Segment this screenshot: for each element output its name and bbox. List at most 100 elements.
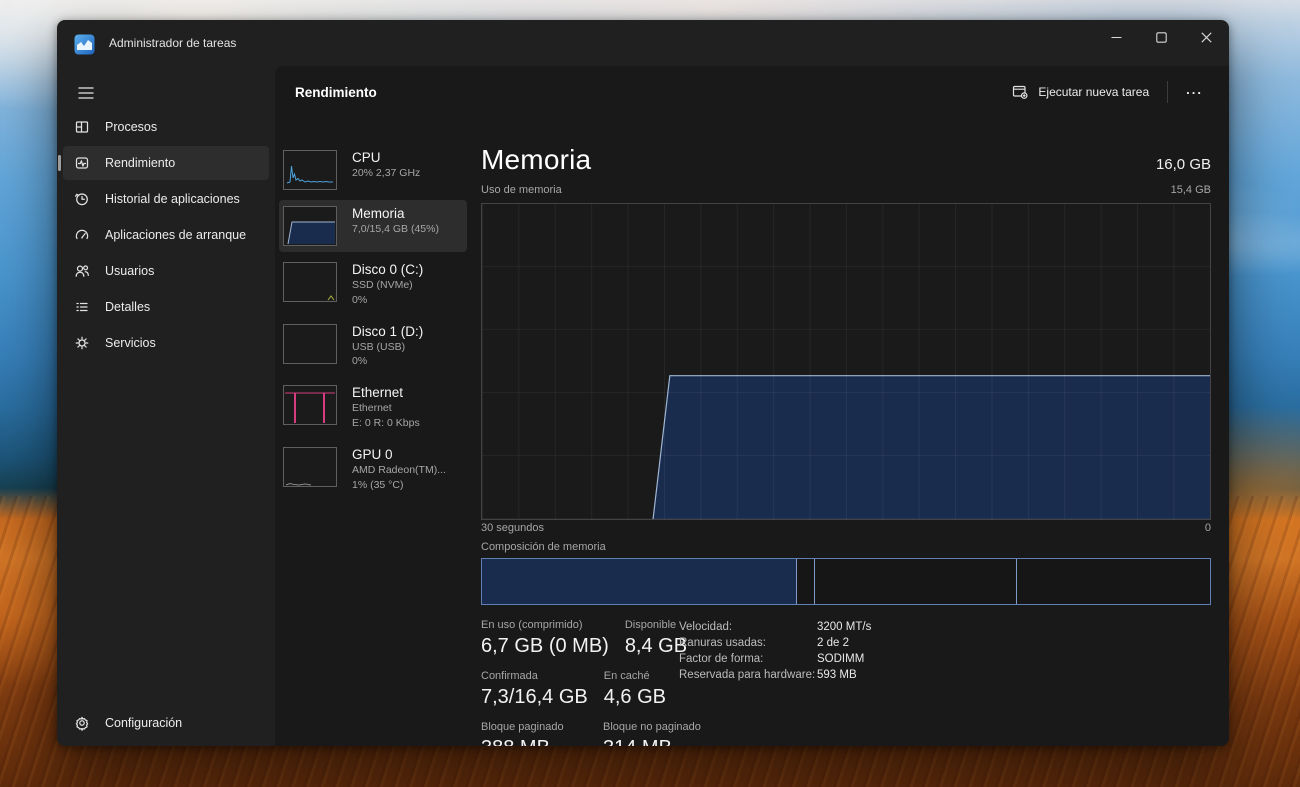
window-controls — [1094, 20, 1229, 54]
perf-card-subtitle: E: 0 R: 0 Kbps — [352, 417, 420, 429]
title-bar[interactable]: Administrador de tareas — [57, 20, 1229, 66]
performance-list: CPU 20% 2,37 GHz Memoria 7,0/15,4 GB (45… — [279, 118, 467, 746]
composition-segment-modificada — [795, 559, 814, 604]
memory-composition-bar — [481, 558, 1211, 605]
composition-segment-en-espera — [814, 559, 1016, 604]
stat-value: 7,3/16,4 GB — [481, 686, 588, 708]
disk1-mini-chart — [283, 323, 337, 364]
perf-card-subtitle: 0% — [352, 293, 368, 306]
task-manager-window: Administrador de tareas — [57, 20, 1229, 746]
sidebar-item-servicios[interactable]: Servicios — [63, 326, 269, 360]
app-history-icon — [73, 191, 90, 207]
memory-mini-chart — [283, 206, 337, 246]
task-manager-icon — [74, 34, 95, 54]
sidebar-item-detalles[interactable]: Detalles — [63, 290, 269, 324]
stat-bloque-paginado: Bloque paginado 388 MB — [481, 721, 587, 746]
perf-card-disco0[interactable]: Disco 0 (C:) SSD (NVMe) 0% — [279, 256, 467, 314]
header-actions: Ejecutar nueva tarea ... — [1002, 77, 1213, 107]
performance-icon — [73, 155, 90, 171]
new-task-icon — [1013, 85, 1028, 99]
ethernet-mini-chart — [283, 385, 337, 426]
app-title: Administrador de tareas — [109, 36, 237, 50]
usage-chart-label: Uso de memoria — [481, 184, 562, 196]
stat-label: Bloque paginado — [481, 721, 564, 733]
perf-card-subtitle: 1% (35 °C) — [352, 478, 404, 491]
stat-confirmada: Confirmada 7,3/16,4 GB — [481, 670, 588, 709]
more-options-button[interactable]: ... — [1176, 78, 1213, 107]
minimize-icon — [1111, 36, 1122, 38]
perf-card-memoria[interactable]: Memoria 7,0/15,4 GB (45%) — [279, 200, 467, 252]
navigation-menu-button[interactable] — [67, 78, 105, 108]
sidebar-item-usuarios[interactable]: Usuarios — [63, 254, 269, 288]
minimize-button[interactable] — [1094, 20, 1139, 54]
detail-value: 2 de 2 — [817, 637, 849, 649]
memory-usage-line — [652, 375, 1210, 519]
ellipsis-icon: ... — [1186, 81, 1203, 97]
detail-value: 593 MB — [817, 669, 857, 681]
perf-card-title: Disco 0 (C:) — [352, 262, 424, 277]
sidebar-item-label: Detalles — [105, 300, 151, 314]
perf-card-subtitle: Ethernet — [352, 402, 392, 415]
perf-card-disco1[interactable]: Disco 1 (D:) USB (USB) 0% — [279, 318, 467, 376]
perf-card-title: Disco 1 (D:) — [352, 323, 424, 339]
perf-card-title: Memoria — [352, 206, 405, 221]
composition-label: Composición de memoria — [481, 541, 606, 553]
stat-value: 314 MB — [603, 737, 709, 746]
sidebar-item-label: Usuarios — [105, 264, 155, 278]
stat-disponible: Disponible 8,4 GB — [625, 619, 731, 658]
sidebar-item-label: Historial de aplicaciones — [105, 192, 240, 206]
stat-label: Bloque no paginado — [603, 721, 701, 733]
processes-icon — [73, 119, 90, 135]
perf-card-cpu[interactable]: CPU 20% 2,37 GHz — [279, 144, 467, 196]
memory-panel: Memoria 16,0 GB Uso de memoria 15,4 GB — [467, 118, 1211, 746]
hardware-details: Velocidad: 3200 MT/s Ranuras usadas: 2 d… — [679, 621, 871, 681]
settings-gear-icon — [73, 715, 90, 731]
sidebar-item-rendimiento[interactable]: Rendimiento — [58, 146, 269, 180]
gpu-mini-chart — [283, 446, 337, 487]
page-title: Rendimiento — [295, 84, 377, 100]
perf-card-gpu0[interactable]: GPU 0 AMD Radeon(TM)... 1% (35 °C) — [279, 441, 467, 499]
cpu-mini-chart — [283, 150, 337, 190]
sidebar-item-label: Aplicaciones de arranque — [105, 228, 247, 242]
sidebar: Procesos Rendimiento Historial de apl — [57, 66, 275, 746]
details-icon — [73, 299, 90, 315]
detail-label: Velocidad: — [679, 621, 733, 633]
stat-label: Disponible — [624, 619, 677, 631]
sidebar-footer: Configuración — [63, 706, 269, 740]
perf-card-ethernet[interactable]: Ethernet Ethernet E: 0 R: 0 Kbps — [279, 379, 467, 437]
perf-card-subtitle: 0% — [352, 355, 368, 368]
sidebar-item-configuracion[interactable]: Configuración — [63, 706, 269, 740]
stat-bloque-no-paginado: Bloque no paginado 314 MB — [603, 721, 709, 746]
sidebar-item-procesos[interactable]: Procesos — [63, 110, 269, 144]
stat-label: En uso (comprimido) — [481, 619, 583, 631]
detail-value: 3200 MT/s — [817, 621, 872, 633]
detail-label: Factor de forma: — [679, 653, 764, 665]
close-button[interactable] — [1184, 20, 1229, 54]
x-axis-right-label: 0 — [1204, 522, 1211, 534]
detail-label: Ranuras usadas: — [679, 637, 766, 649]
sidebar-item-label: Configuración — [105, 716, 183, 730]
header-separator — [1167, 81, 1169, 103]
perf-card-title: GPU 0 — [352, 446, 393, 462]
stat-value: 6,7 GB (0 MB) — [481, 635, 609, 657]
sidebar-item-arranque[interactable]: Aplicaciones de arranque — [63, 218, 269, 252]
sidebar-item-historial[interactable]: Historial de aplicaciones — [63, 182, 269, 216]
memory-usage-area — [653, 375, 1210, 519]
sidebar-nav: Procesos Rendimiento Historial de apl — [58, 110, 269, 360]
stat-en-cache: En caché 4,6 GB — [604, 670, 710, 709]
maximize-button[interactable] — [1139, 20, 1184, 54]
perf-card-subtitle: 20% 2,37 GHz — [352, 167, 421, 180]
stat-value: 388 MB — [481, 737, 587, 746]
stat-value: 4,6 GB — [603, 686, 667, 708]
composition-segment-libre — [1016, 559, 1210, 604]
startup-apps-icon — [73, 227, 90, 243]
disk0-mini-chart — [283, 262, 337, 302]
detail-value: SODIMM — [817, 653, 865, 665]
stat-en-uso: En uso (comprimido) 6,7 GB (0 MB) — [481, 619, 609, 658]
composition-segment-en-uso — [482, 559, 796, 604]
perf-card-title: CPU — [352, 150, 381, 165]
run-new-task-button[interactable]: Ejecutar nueva tarea — [1002, 77, 1159, 107]
sidebar-item-label: Procesos — [105, 120, 158, 134]
content-header: Rendimiento Ejecutar nueva tarea — [275, 66, 1229, 118]
